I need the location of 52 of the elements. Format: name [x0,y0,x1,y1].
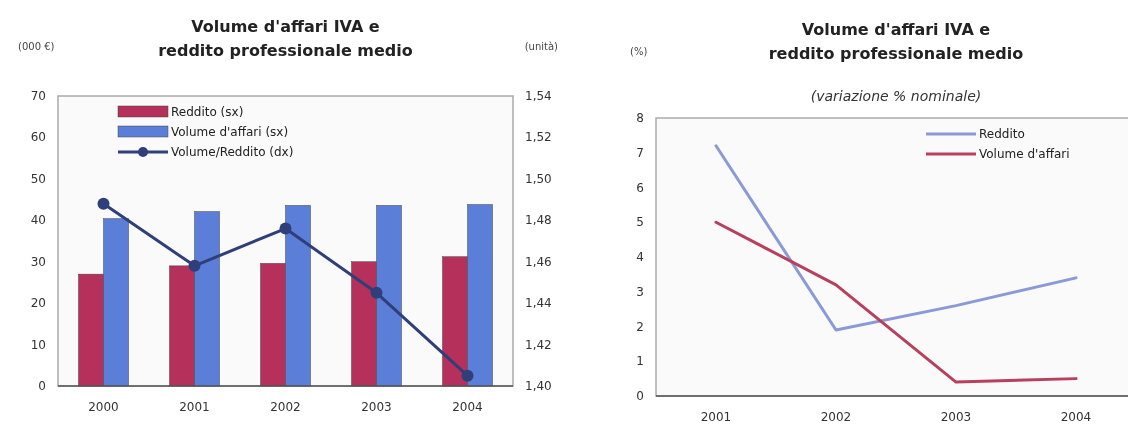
y-tick-label: 5 [636,215,644,230]
y-tick-label: 50 [30,171,46,186]
y-tick-label: 8 [636,111,644,125]
y-tick-label: 3 [636,284,644,299]
chart-subtitle: (variazione % nominale) [810,88,982,104]
y2-tick-label: 1,48 [525,213,552,228]
point [461,369,474,382]
y2-axis-title: (unità) [524,41,559,52]
y-tick-label: 60 [30,130,46,145]
line-series [714,220,1078,384]
y-tick-label: 2 [636,319,644,334]
line-series [714,144,1078,332]
y-tick-label: 10 [30,337,46,352]
y2-tick-label: 1,50 [525,171,552,186]
y2-tick-label: 1,40 [525,379,552,393]
y-axis-title: (000 €) [18,41,55,52]
y-tick-label: 70 [30,89,46,103]
legend-label: Volume d'affari [979,147,1070,161]
legend-label: Reddito [979,127,1025,141]
legend-label: Volume d'affari (sx) [171,125,289,139]
point [188,259,201,272]
x-tick-label: 2002 [820,410,852,424]
y-tick-label: 0 [38,379,46,393]
y2-tick-label: 1,46 [525,254,552,269]
y-tick-label: 7 [636,145,644,160]
y-tick-label: 30 [30,254,46,269]
chart-title: Volume d'affari IVA e reddito professionale medio [158,17,413,60]
x-tick-label: 2004 [1060,410,1092,424]
y2-tick-label: 1,42 [525,337,552,352]
x-tick-label: 2002 [270,400,301,414]
point [370,286,383,299]
x-tick-label: 2001 [179,400,210,414]
y2-tick-label: 1,44 [525,296,552,311]
y2-tick-label: 1,52 [525,130,552,145]
x-tick-label: 2003 [361,400,392,414]
y-tick-label: 4 [636,250,644,264]
y-tick-label: 40 [30,213,46,228]
y-tick-label: 6 [636,180,644,195]
x-tick-label: 2000 [88,400,119,414]
y-tick-label: 20 [30,296,46,311]
legend-label: Volume/Reddito (dx) [171,145,294,159]
y-tick-label: 0 [636,389,644,403]
y2-tick-label: 1,54 [525,89,552,103]
x-tick-label: 2003 [940,410,972,424]
x-tick-label: 2004 [452,400,483,414]
chart-title: Volume d'affari IVA e reddito professionale medio [768,20,1024,63]
y-axis-title: (%) [630,46,648,57]
x-tick-label: 2001 [700,410,732,424]
point [97,197,110,210]
y-tick-label: 1 [636,354,644,369]
point [279,222,292,235]
legend-label: Reddito (sx) [171,105,244,119]
